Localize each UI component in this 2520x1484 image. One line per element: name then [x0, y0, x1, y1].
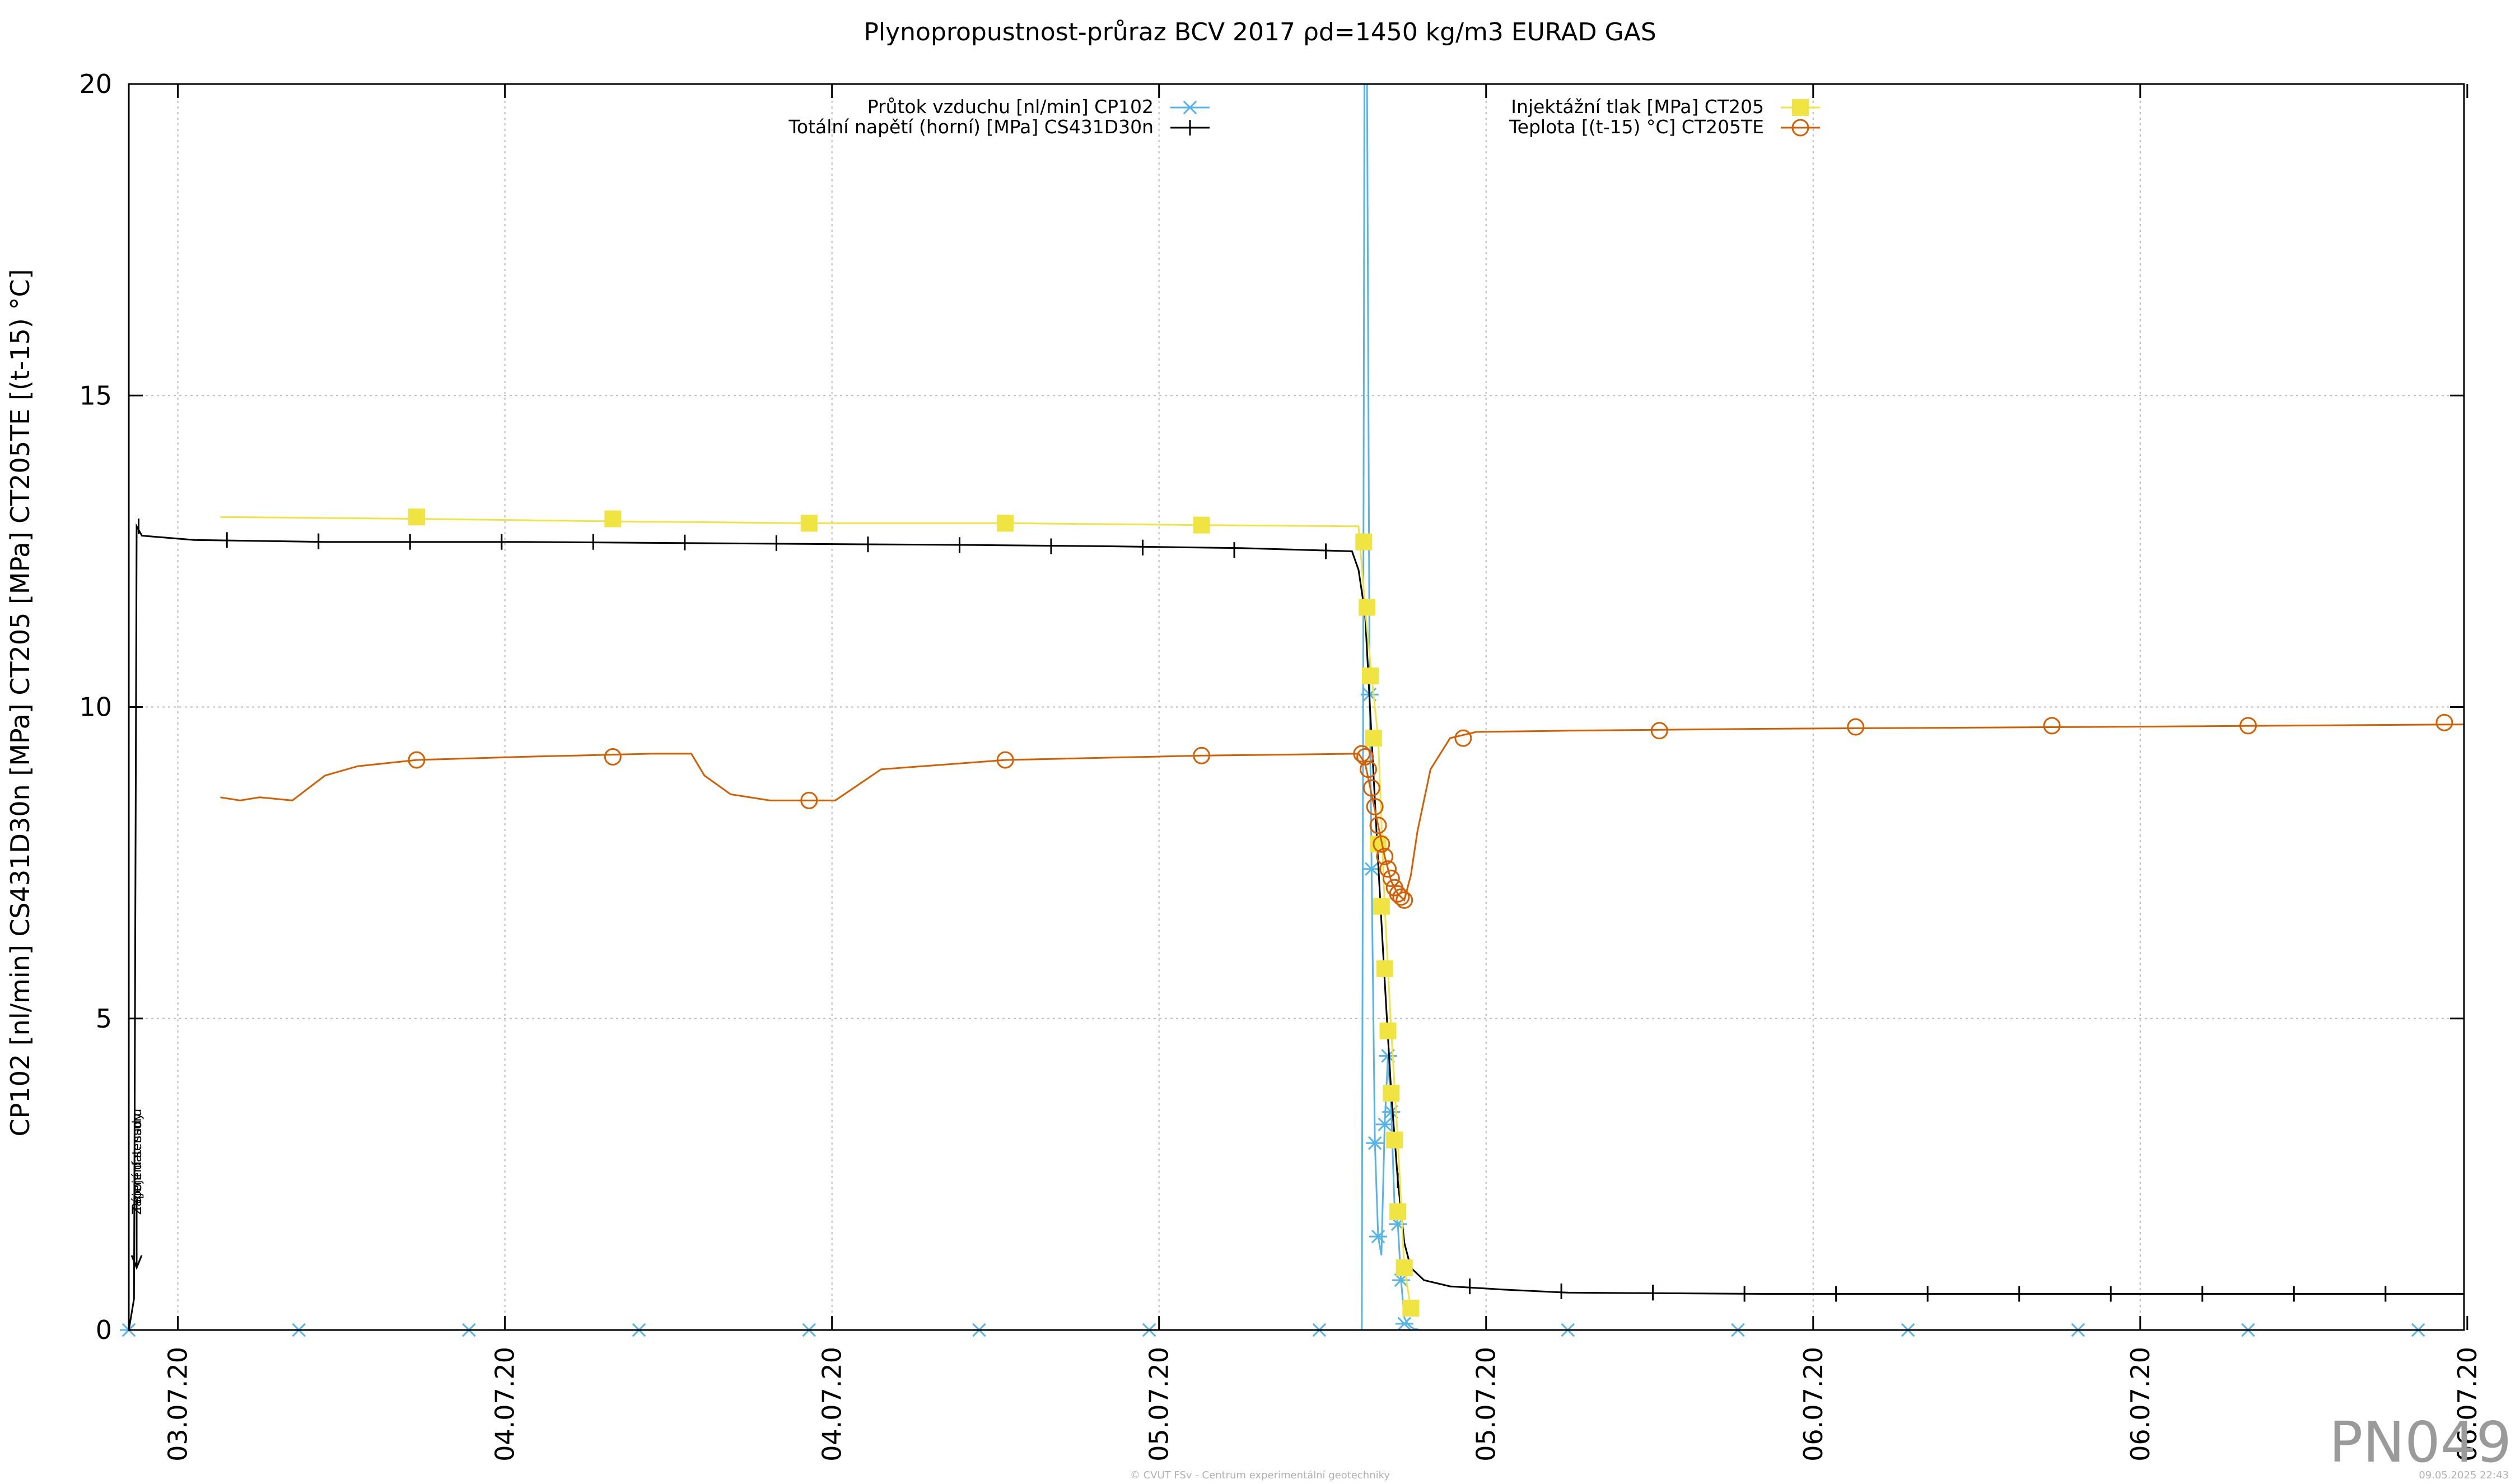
series-point-2: [800, 515, 818, 532]
legend-marker-3: [1791, 119, 1809, 137]
series-line-3: [220, 724, 2465, 902]
series-point-3: [1373, 835, 1390, 853]
series-2: [220, 508, 1420, 1317]
legend-label-3: Teplota [(t-15) °C] CT205TE: [1509, 116, 1764, 138]
series-point-0: [1397, 1317, 1411, 1331]
legend-marker-2: [1792, 99, 1809, 116]
x-tick-label: 04.07.20: [490, 1347, 520, 1462]
series-point-3: [1366, 798, 1384, 815]
axes: 0 5 10 15 20 03.07.20 04.07.20 04.07.20 05.07.20…: [79, 69, 2482, 1462]
series-point-2: [1359, 599, 1376, 616]
series-point-3: [1379, 860, 1397, 878]
series-point-2: [1376, 960, 1393, 977]
annotation-arrow-head: [130, 1255, 143, 1270]
series-point-2: [1389, 1203, 1407, 1220]
x-tick-label: 06.07.20: [1798, 1347, 1828, 1462]
series-point-3: [1356, 748, 1374, 766]
x-tick-label: 05.07.20: [1471, 1347, 1501, 1462]
series-point-2: [1386, 1131, 1403, 1149]
series-point-3: [1193, 746, 1211, 764]
legend-marker-0: [1183, 100, 1197, 115]
series-point-3: [1376, 848, 1394, 865]
series-point-2: [1396, 1259, 1413, 1276]
series-point-0: [1365, 862, 1379, 876]
series-point-2: [997, 515, 1014, 532]
x-tick-label: 03.07.20: [163, 1347, 193, 1462]
legend-label-0: Průtok vzduchu [nl/min] CP102: [867, 96, 1154, 118]
series-3: [220, 713, 2465, 909]
series-point-2: [1402, 1300, 1420, 1317]
series-point-2: [1383, 1085, 1400, 1102]
chart-title: Plynopropustnost-průraz BCV 2017 ρd=1450…: [864, 18, 1656, 46]
annotation-label: Pájení dat. sady: [130, 1113, 144, 1210]
series-point-0: [1371, 1229, 1385, 1244]
y-tick-label: 20: [79, 69, 112, 99]
series-point-2: [1373, 898, 1390, 915]
footer-credit: © CVUT FSv - Centrum experimentální geot…: [1130, 1469, 1390, 1481]
series-point-2: [604, 510, 622, 528]
series-point-3: [1362, 779, 1380, 797]
series-point-2: [1361, 667, 1379, 684]
series-point-3: [1389, 885, 1407, 903]
series-point-3: [2435, 713, 2453, 731]
series-point-3: [800, 791, 818, 809]
series-point-3: [1454, 729, 1472, 747]
series-point-0: [1378, 1117, 1392, 1132]
series-point-3: [1369, 816, 1387, 834]
footer-timestamp: 09.05.2025 22:43: [2419, 1469, 2509, 1481]
x-tick-label: 05.07.20: [1144, 1347, 1174, 1462]
series-point-2: [1365, 730, 1382, 747]
legend-label-1: Totální napětí (horní) [MPa] CS431D30n: [788, 116, 1154, 138]
legend-entry-0: Průtok vzduchu [nl/min] CP102: [867, 96, 1210, 118]
series-point-3: [2043, 717, 2061, 735]
series-point-3: [1650, 722, 1668, 740]
legend-entry-3: Teplota [(t-15) °C] CT205TE: [1509, 116, 1820, 138]
series-point-3: [1396, 891, 1413, 909]
x-tick-label: 06.07.20: [2125, 1347, 2155, 1462]
series-point-3: [604, 748, 622, 766]
y-axis-label: CP102 [nl/min] CS431D30n [MPa] CT205 [MP…: [5, 269, 35, 1136]
x-tick-label: 06.07.20: [2452, 1347, 2482, 1462]
legend-label-2: Injektážní tlak [MPa] CT205: [1511, 96, 1764, 118]
series-point-3: [408, 751, 426, 769]
series-point-2: [1193, 516, 1210, 534]
series-point-3: [1353, 745, 1371, 763]
series-point-2: [1355, 533, 1373, 550]
series-point-2: [1379, 1023, 1397, 1039]
watermark: PN049: [2329, 1410, 2512, 1475]
y-tick-label: 0: [96, 1315, 112, 1345]
x-tick-label: 04.07.20: [817, 1347, 847, 1462]
series-point-2: [408, 508, 425, 526]
series-point-3: [996, 751, 1014, 769]
legend-entry-2: Injektážní tlak [MPa] CT205: [1511, 96, 1820, 118]
series-point-3: [1359, 760, 1377, 778]
series-point-3: [1382, 869, 1400, 887]
series-point-3: [1847, 718, 1865, 736]
legend-entry-1: Totální napětí (horní) [MPa] CS431D30n: [788, 116, 1210, 138]
y-tick-label: 10: [79, 692, 112, 722]
annotation-label: Zapojení sensoru: [130, 1109, 144, 1215]
series-point-0: [1368, 1136, 1382, 1150]
series-point-3: [1392, 888, 1410, 906]
y-tick-label: 5: [96, 1004, 112, 1034]
series-point-3: [2239, 717, 2257, 735]
grid: [129, 84, 2464, 1330]
y-tick-label: 15: [79, 380, 112, 410]
